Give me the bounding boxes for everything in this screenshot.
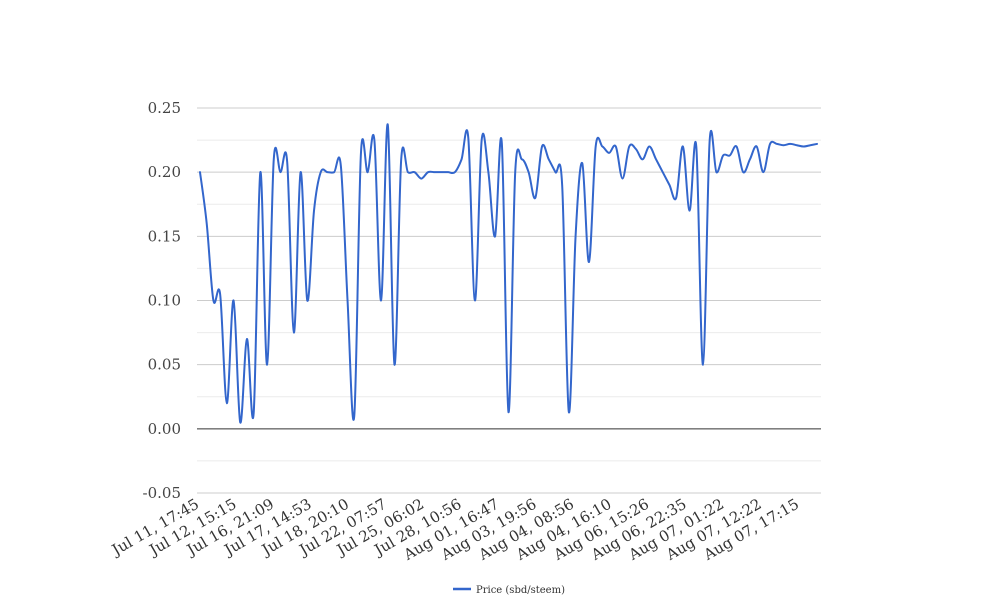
- y-tick-label: 0.05: [148, 356, 181, 374]
- y-tick-label: 0.00: [148, 420, 181, 438]
- y-tick-label: 0.15: [148, 227, 181, 245]
- grid-lines: [197, 107, 821, 494]
- series-line: [199, 123, 818, 424]
- legend-label: Price (sbd/steem): [476, 585, 565, 596]
- legend: Price (sbd/steem): [453, 585, 565, 596]
- y-tick-label: -0.05: [143, 484, 181, 502]
- y-tick-label: 0.20: [148, 163, 181, 181]
- y-tick-label: 0.25: [148, 99, 181, 117]
- series-layer: [199, 123, 818, 424]
- y-axis: -0.05 0.00 0.05 0.10 0.15 0.20 0.25: [143, 99, 181, 502]
- y-tick-label: 0.10: [148, 292, 181, 310]
